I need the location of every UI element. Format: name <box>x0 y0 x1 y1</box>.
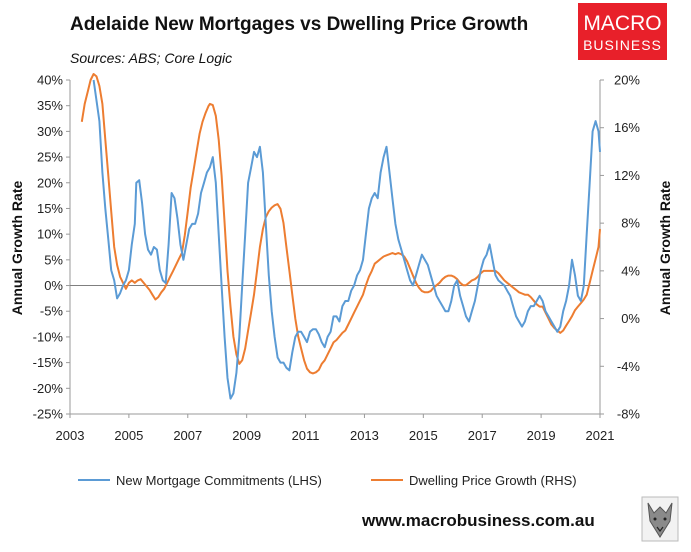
y-left-tick-label: 0% <box>44 278 63 293</box>
chart-title: Adelaide New Mortgages vs Dwelling Price… <box>70 14 528 35</box>
logo-line2: BUSINESS <box>583 37 662 53</box>
x-tick-label: 2017 <box>468 428 497 443</box>
y-left-tick-label: -20% <box>33 381 64 396</box>
y-left-tick-label: 10% <box>37 227 63 242</box>
y-left-tick-label: -15% <box>33 355 64 370</box>
y-right-tick-label: 16% <box>614 120 640 135</box>
y-right-tick-label: 20% <box>614 73 640 88</box>
legend-label-new-mortgages: New Mortgage Commitments (LHS) <box>116 473 322 488</box>
y-right-tick-label: -8% <box>617 407 641 422</box>
x-tick-label: 2015 <box>409 428 438 443</box>
y-left-tick-label: 35% <box>37 98 63 113</box>
y-left-tick-label: 5% <box>44 252 63 267</box>
x-tick-label: 2021 <box>586 428 615 443</box>
y-axis-left-title: Annual Growth Rate <box>9 181 25 316</box>
macrobusiness-logo: MACRO BUSINESS <box>578 3 667 60</box>
y-axis-right-title: Annual Growth Rate <box>657 181 673 316</box>
x-tick-label: 2003 <box>56 428 85 443</box>
y-left-tick-label: 20% <box>37 175 63 190</box>
chart-subtitle: Sources: ABS; Core Logic <box>70 50 232 66</box>
x-tick-label: 2009 <box>232 428 261 443</box>
wolf-logo-icon <box>641 496 679 542</box>
x-tick-label: 2019 <box>527 428 556 443</box>
logo-background <box>578 3 667 60</box>
y-right-tick-label: 8% <box>621 216 640 231</box>
x-tick-label: 2007 <box>173 428 202 443</box>
y-right-tick-label: 12% <box>614 168 640 183</box>
x-tick-label: 2005 <box>114 428 143 443</box>
series-line-new-mortgages <box>92 79 601 400</box>
axes: -25% -20% -15% -10% -5% 0% 5% 10% 15% 20% 25% 30% 35… <box>33 73 641 444</box>
logo-line1: MACRO <box>583 12 661 35</box>
y-left-tick-label: -5% <box>40 304 64 319</box>
x-tick-label: 2013 <box>350 428 379 443</box>
y-right-tick-label: -4% <box>617 359 641 374</box>
y-right-tick-label: 0% <box>621 311 640 326</box>
x-tick-label: 2011 <box>292 428 320 443</box>
y-left-tick-label: -10% <box>33 329 64 344</box>
y-left-tick-label: 25% <box>37 150 63 165</box>
legend-label-dwelling-price: Dwelling Price Growth (RHS) <box>409 473 577 488</box>
y-left-tick-label: 15% <box>37 201 63 216</box>
series-lines <box>80 73 601 400</box>
legend: New Mortgage Commitments (LHS) Dwelling … <box>78 473 577 488</box>
series-line-dwelling-price <box>80 73 601 375</box>
website-url: www.macrobusiness.com.au <box>361 511 595 530</box>
y-left-tick-label: 30% <box>37 124 63 139</box>
y-left-tick-label: 40% <box>37 73 63 88</box>
y-right-tick-label: 4% <box>621 263 640 278</box>
y-left-tick-label: -25% <box>33 407 64 422</box>
